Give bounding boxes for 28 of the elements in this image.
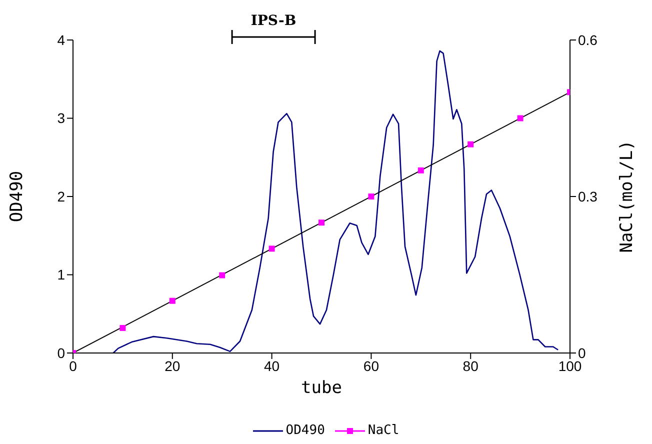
point — [120, 324, 126, 331]
point — [368, 194, 374, 200]
y-tick-label: 4 — [57, 32, 66, 48]
y2-tick-label: 0.6 — [578, 32, 598, 48]
legend-label: NaCl — [368, 423, 400, 438]
y-axis-title: OD490 — [7, 170, 28, 222]
point — [517, 115, 524, 122]
line-series — [112, 50, 559, 353]
y-tick-label: 1 — [57, 266, 66, 283]
x-tick-label: 80 — [462, 358, 479, 374]
y-tick-label: 0 — [57, 344, 66, 361]
point — [418, 167, 424, 174]
x-axis-title: tube — [301, 378, 342, 398]
legend-label: OD490 — [286, 423, 325, 438]
bracket: IPS-B — [231, 13, 316, 45]
y2-axis-title: NaCl(mol/L) — [617, 140, 638, 253]
y2-tick-label: 0.3 — [578, 188, 598, 204]
x-tick-label: 40 — [264, 358, 280, 374]
y-tick-label: 3 — [57, 110, 66, 126]
point — [318, 220, 324, 226]
x-tick-label: 0 — [69, 358, 78, 374]
x-tick-label: 60 — [363, 358, 380, 374]
x-tick-label: 20 — [164, 358, 180, 374]
point — [468, 141, 474, 148]
point — [169, 298, 176, 304]
y-tick-label: 2 — [57, 188, 66, 204]
point — [268, 246, 275, 252]
point — [219, 272, 226, 278]
